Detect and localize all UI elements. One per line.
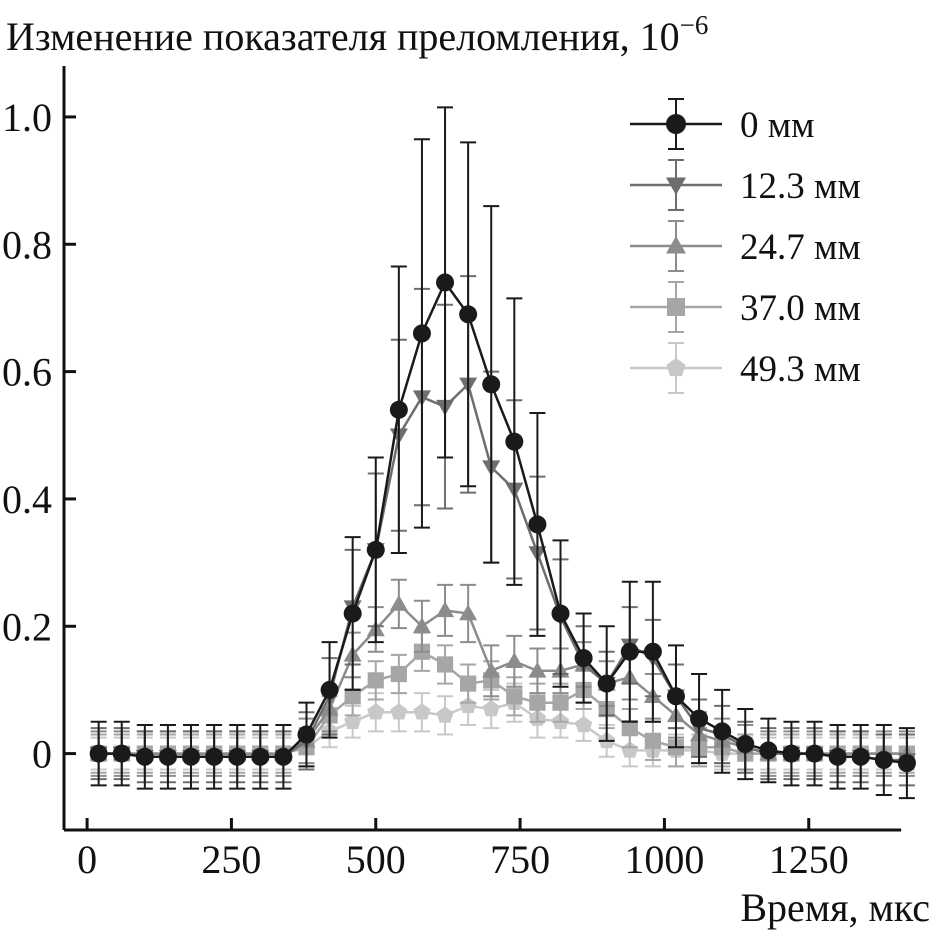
data-point [344, 712, 362, 729]
y-tick-label: 0.6 [2, 350, 52, 395]
data-point [528, 515, 547, 534]
legend-label: 24.7 мм [740, 227, 861, 268]
data-point [736, 735, 755, 754]
x-tick-label: 500 [346, 837, 406, 882]
data-point [644, 732, 661, 749]
data-point [390, 703, 408, 720]
data-point [482, 661, 501, 678]
data-point [436, 273, 455, 292]
x-tick-label: 750 [490, 837, 550, 882]
legend-marker [666, 114, 686, 134]
data-point [713, 722, 732, 741]
data-point [112, 744, 131, 763]
data-point [897, 754, 916, 773]
data-point [459, 696, 477, 714]
data-point [367, 703, 385, 720]
y-tick-label: 0.4 [2, 477, 52, 522]
data-point [505, 432, 524, 451]
x-tick-label: 0 [77, 837, 97, 882]
series-layer [89, 106, 916, 800]
x-axis-title: Время, мкс [740, 885, 930, 930]
data-point [320, 680, 339, 699]
legend-marker [666, 177, 686, 195]
data-point [412, 617, 431, 634]
data-point [574, 649, 593, 668]
data-point [620, 642, 639, 661]
data-point [552, 694, 569, 711]
data-point [529, 694, 546, 711]
data-point [343, 604, 362, 623]
data-point [436, 706, 454, 723]
data-point [205, 747, 224, 766]
x-tick-label: 1000 [624, 837, 704, 882]
legend-marker [666, 358, 686, 377]
data-point [367, 672, 384, 689]
data-point [551, 604, 570, 623]
legend-item: 49.3 мм [630, 342, 861, 394]
data-point [182, 747, 201, 766]
data-point [135, 747, 154, 766]
data-point [828, 747, 847, 766]
data-point [482, 375, 501, 394]
data-point [390, 665, 407, 683]
data-point [621, 720, 638, 737]
legend-label: 37.0 мм [740, 288, 861, 329]
data-point [228, 747, 247, 766]
data-point [412, 324, 431, 343]
x-tick-label: 1250 [769, 837, 849, 882]
data-point [643, 642, 662, 661]
data-point [874, 750, 893, 769]
data-point [482, 700, 500, 717]
data-point [459, 604, 478, 621]
y-axis-title: Изменение показателя преломления, 10−6 [6, 10, 708, 59]
data-point [528, 661, 547, 678]
series-line [98, 381, 907, 762]
data-point [621, 741, 639, 758]
data-point [505, 652, 524, 669]
data-point [597, 674, 616, 693]
legend-label: 12.3 мм [740, 166, 861, 207]
data-point [690, 709, 709, 728]
data-point [575, 716, 593, 733]
data-point [344, 688, 361, 705]
data-point [436, 656, 454, 673]
data-point [782, 744, 801, 763]
legend-marker [666, 236, 686, 254]
data-point [436, 601, 455, 618]
data-point [389, 400, 408, 419]
series-1 [89, 106, 916, 800]
data-point [89, 744, 108, 763]
data-point [666, 687, 685, 706]
axes: 0 0.2 0.4 0.6 0.8 1.0 0 250 500 750 1000 1250 [2, 66, 902, 882]
data-point [506, 688, 523, 705]
x-tick-label: 250 [201, 837, 261, 882]
data-point [460, 675, 477, 692]
data-point [251, 747, 270, 766]
legend-item: 0 мм [630, 98, 815, 150]
data-point [158, 747, 177, 766]
data-point [805, 744, 824, 763]
y-tick-label: 1.0 [2, 95, 52, 140]
data-point [297, 725, 316, 744]
legend-item: 12.3 мм [630, 159, 861, 211]
legend: 0 мм 12.3 мм 24.7 мм 37.0 мм 49.3 мм [630, 98, 861, 394]
data-point [851, 747, 870, 766]
data-point [366, 540, 385, 559]
legend-item: 37.0 мм [630, 281, 861, 333]
data-point [459, 305, 478, 324]
y-tick-label: 0 [32, 732, 52, 777]
data-point [389, 594, 408, 611]
data-point [759, 741, 778, 760]
y-tick-label: 0.2 [2, 604, 52, 649]
legend-marker [667, 298, 685, 316]
legend-label: 0 мм [740, 105, 815, 146]
legend-label: 49.3 мм [740, 349, 861, 390]
legend-item: 24.7 мм [630, 220, 861, 272]
data-point [413, 703, 431, 720]
data-point [274, 747, 293, 766]
y-tick-label: 0.8 [2, 222, 52, 267]
